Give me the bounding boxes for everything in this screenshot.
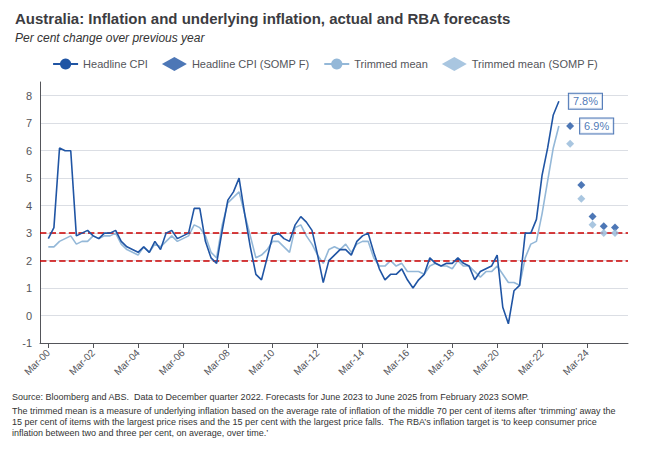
svg-text:15 per cent of items with the: 15 per cent of items with the largest pr… [12, 417, 599, 427]
svg-text:Source: Bloomberg and ABS. Da: Source: Bloomberg and ABS. Data to Decem… [12, 392, 529, 402]
svg-text:The trimmed mean is a measure: The trimmed mean is a measure of underly… [12, 406, 618, 416]
svg-text:8: 8 [26, 90, 32, 102]
svg-text:Trimmed mean (SOMP F): Trimmed mean (SOMP F) [472, 58, 598, 70]
svg-text:Mar-14: Mar-14 [336, 347, 366, 377]
svg-text:6: 6 [26, 145, 32, 157]
svg-text:7.8%: 7.8% [573, 95, 598, 107]
svg-text:4: 4 [26, 200, 32, 212]
svg-text:Mar-02: Mar-02 [67, 347, 97, 377]
svg-text:Mar-06: Mar-06 [157, 347, 187, 377]
svg-text:Per cent change over previous: Per cent change over previous year [15, 31, 205, 45]
svg-text:Headline CPI (SOMP F): Headline CPI (SOMP F) [192, 58, 309, 70]
svg-text:-1: -1 [22, 337, 32, 349]
svg-text:2: 2 [26, 255, 32, 267]
svg-text:Mar-08: Mar-08 [202, 347, 232, 377]
svg-text:Mar-16: Mar-16 [381, 347, 411, 377]
svg-text:Mar-24: Mar-24 [561, 347, 591, 377]
svg-text:Mar-10: Mar-10 [246, 347, 276, 377]
svg-text:Mar-12: Mar-12 [291, 347, 321, 377]
svg-text:Mar-04: Mar-04 [112, 347, 142, 377]
svg-text:Australia: Inflation and under: Australia: Inflation and underlying infl… [15, 10, 510, 27]
svg-text:5: 5 [26, 172, 32, 184]
svg-text:Mar-18: Mar-18 [426, 347, 456, 377]
svg-text:Mar-22: Mar-22 [516, 347, 546, 377]
svg-text:Mar-20: Mar-20 [471, 347, 501, 377]
svg-text:Trimmed mean: Trimmed mean [354, 58, 428, 70]
svg-text:7: 7 [26, 117, 32, 129]
svg-text:inflation between two and thre: inflation between two and three per cent… [12, 428, 268, 438]
svg-text:Mar-00: Mar-00 [22, 347, 52, 377]
svg-text:1: 1 [26, 282, 32, 294]
svg-text:0: 0 [26, 310, 32, 322]
svg-text:6.9%: 6.9% [584, 120, 609, 132]
svg-text:3: 3 [26, 227, 32, 239]
svg-text:Headline CPI: Headline CPI [83, 58, 148, 70]
